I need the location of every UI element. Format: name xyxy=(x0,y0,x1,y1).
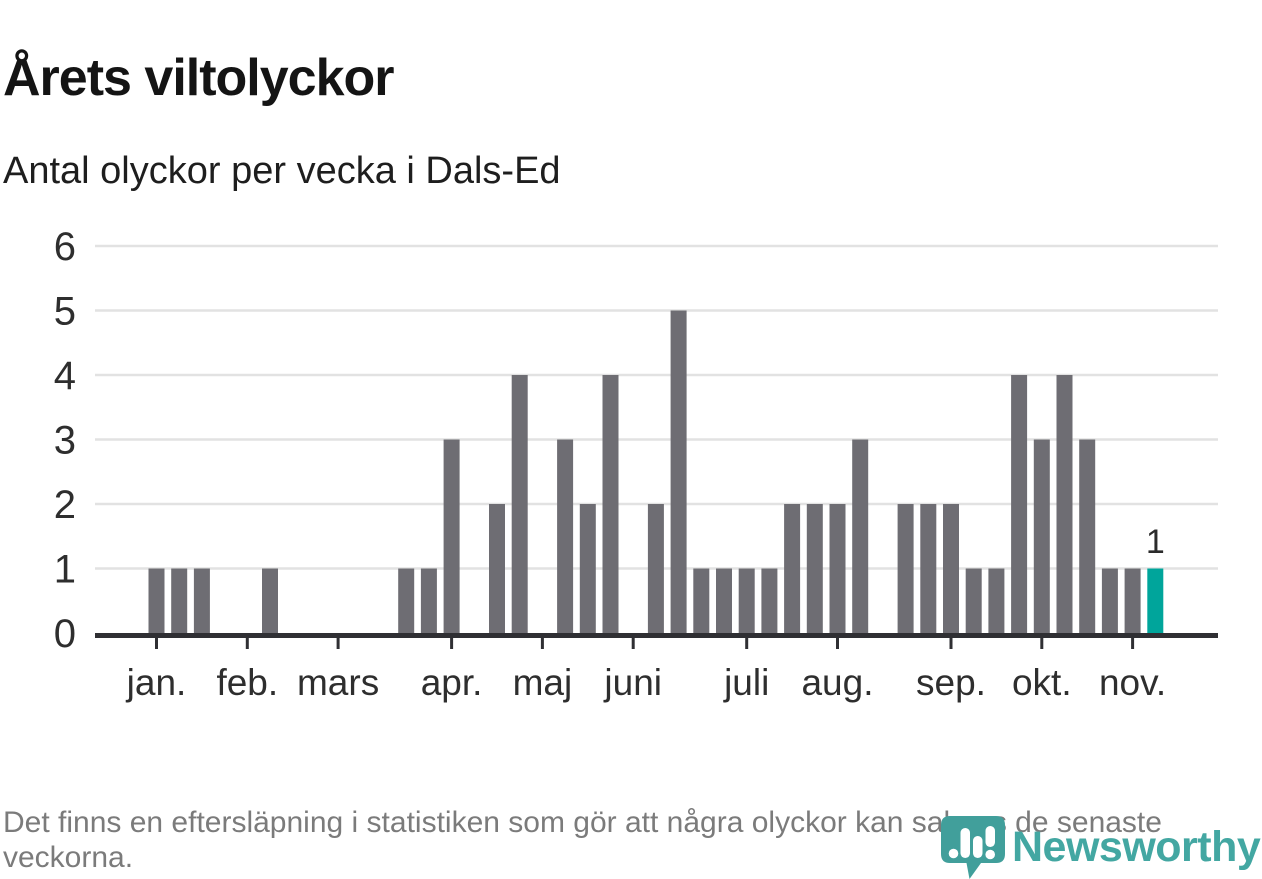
bar-week-30 xyxy=(806,504,823,633)
bar-week-20 xyxy=(579,504,596,633)
month-label-aug: aug. xyxy=(801,662,873,703)
y-tick-label-3: 3 xyxy=(54,419,76,463)
newsworthy-icon xyxy=(941,816,1005,879)
bar-week-39 xyxy=(1011,375,1028,633)
y-tick-label-4: 4 xyxy=(54,354,76,398)
brand-name: Newsworthy xyxy=(1012,823,1261,871)
bar-week-3 xyxy=(193,568,210,633)
month-label-juli: juli xyxy=(723,662,769,703)
month-label-feb: feb. xyxy=(216,662,278,703)
bar-week-26 xyxy=(716,568,732,633)
month-label-juni: juni xyxy=(603,662,662,703)
bar-week-42 xyxy=(1079,439,1096,633)
y-tick-label-1: 1 xyxy=(54,548,76,592)
month-label-jan: jan. xyxy=(126,662,187,703)
brand-logo: Newsworthy xyxy=(941,816,1261,879)
bar-week-24 xyxy=(670,310,687,633)
y-tick-label-6: 6 xyxy=(54,225,76,269)
bar-week-6 xyxy=(262,568,278,633)
bar-week-34 xyxy=(897,504,914,633)
month-label-sep: sep. xyxy=(916,662,986,703)
bar-week-32 xyxy=(852,439,869,633)
bar-week-31 xyxy=(829,504,846,633)
bar-week-25 xyxy=(693,568,710,633)
bar-week-28 xyxy=(761,568,778,633)
bar-week-40 xyxy=(1033,439,1050,633)
bar-week-19 xyxy=(557,439,574,633)
bar-week-14 xyxy=(443,439,460,633)
bar-week-44 xyxy=(1124,568,1141,633)
bar-week-13 xyxy=(420,568,437,633)
bar-week-35 xyxy=(920,504,937,633)
month-label-okt: okt. xyxy=(1012,662,1072,703)
bar-week-2 xyxy=(171,568,188,633)
month-label-mars: mars xyxy=(297,662,379,703)
bar-week-23 xyxy=(647,504,664,633)
bar-week-29 xyxy=(784,504,801,633)
bar-week-41 xyxy=(1056,375,1073,633)
chart-title: Årets viltolyckor xyxy=(3,48,394,107)
month-label-apr: apr. xyxy=(421,662,483,703)
bar-week-12 xyxy=(398,568,415,633)
y-tick-label-2: 2 xyxy=(54,483,76,527)
highlight-bar-week-45 xyxy=(1147,568,1164,633)
y-tick-label-0: 0 xyxy=(54,612,76,656)
chart-subtitle: Antal olyckor per vecka i Dals-Ed xyxy=(3,150,561,192)
bar-week-36 xyxy=(943,504,959,633)
y-tick-label-5: 5 xyxy=(54,290,76,334)
bar-week-43 xyxy=(1101,568,1118,633)
highlight-value-label: 1 xyxy=(1146,523,1165,561)
bar-week-16 xyxy=(489,504,505,633)
bar-week-21 xyxy=(602,375,619,633)
month-label-maj: maj xyxy=(513,662,573,703)
bar-week-17 xyxy=(511,375,528,633)
month-label-nov: nov. xyxy=(1099,662,1166,703)
bar-week-1 xyxy=(148,568,165,633)
bar-week-27 xyxy=(738,568,755,633)
bar-week-38 xyxy=(988,568,1005,633)
bar-week-37 xyxy=(965,568,982,633)
